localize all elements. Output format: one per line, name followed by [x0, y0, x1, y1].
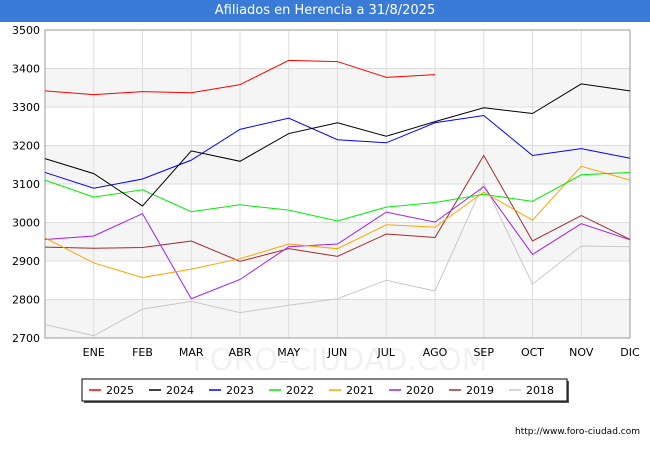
legend-label: 2020 — [406, 384, 434, 397]
chart-title: Afiliados en Herencia a 31/8/2025 — [214, 3, 436, 18]
y-tick-label: 2700 — [12, 332, 40, 345]
x-tick-label: MAY — [277, 346, 300, 359]
series-lines — [44, 59, 631, 337]
legend-label: 2021 — [346, 384, 374, 397]
series-line-2023 — [44, 114, 631, 189]
y-tick-label: 3100 — [12, 178, 40, 191]
y-tick-label: 3500 — [12, 24, 40, 37]
series-line-2021 — [44, 165, 631, 279]
series-line-2025 — [44, 59, 436, 96]
x-axis-ticks: ENE FEB MAR ABR MAY JUN JUL AGO SEP OCT NOV DIC — [83, 346, 640, 359]
y-tick-label: 3400 — [12, 63, 40, 76]
title-bar — [0, 0, 650, 22]
x-tick-label: AGO — [423, 346, 448, 359]
x-tick-label: MAR — [179, 346, 204, 359]
y-tick-label: 3000 — [12, 217, 40, 230]
x-tick-label: ENE — [83, 346, 105, 359]
x-tick-label: NOV — [569, 346, 594, 359]
series-line-2020 — [44, 185, 631, 300]
watermark: FORO-CIUDAD.COM — [193, 343, 488, 378]
y-tick-label: 3200 — [12, 140, 40, 153]
y-tick-label: 3300 — [12, 101, 40, 114]
legend-label: 2018 — [526, 384, 554, 397]
grid-lines — [44, 29, 631, 339]
x-tick-label: JUN — [327, 346, 348, 359]
series-line-2018 — [44, 181, 631, 337]
y-tick-label: 2900 — [12, 255, 40, 268]
y-axis-ticks: 2700 2800 2900 3000 3100 3200 3300 3400 3500 — [12, 24, 40, 345]
series-line-2019 — [44, 154, 631, 262]
x-tick-label: JUL — [377, 346, 396, 359]
legend-label: 2023 — [226, 384, 254, 397]
legend-label: 2022 — [286, 384, 314, 397]
legend-label: 2024 — [166, 384, 194, 397]
x-tick-label: FEB — [132, 346, 153, 359]
legend-label: 2025 — [106, 384, 134, 397]
x-tick-label: DIC — [620, 346, 640, 359]
x-tick-label: SEP — [473, 346, 494, 359]
series-line-2024 — [44, 83, 631, 207]
legend-label: 2019 — [466, 384, 494, 397]
legend: 2025 2024 2023 2022 2021 2020 2019 2018 — [81, 378, 569, 403]
y-tick-label: 2800 — [12, 294, 40, 307]
series-line-2022 — [44, 171, 631, 222]
plot-border — [44, 29, 631, 339]
source-url[interactable]: http://www.foro-ciudad.com — [515, 427, 640, 437]
x-tick-label: OCT — [521, 346, 544, 359]
x-tick-label: ABR — [229, 346, 252, 359]
legend-box — [81, 378, 568, 402]
